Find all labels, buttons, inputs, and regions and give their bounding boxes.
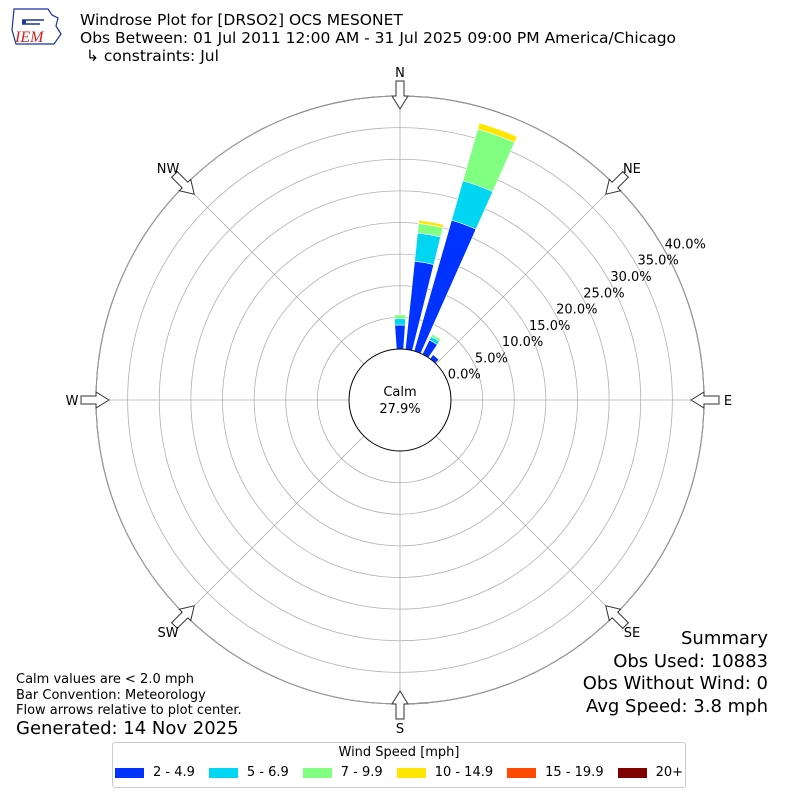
windrose-bar [477, 122, 518, 143]
direction-arrow [170, 605, 195, 630]
radial-tick-label: 30.0% [610, 270, 651, 285]
ring-gridline [253, 253, 547, 547]
direction-arrow [605, 605, 630, 630]
arrow-shape [170, 170, 195, 195]
direction-label: E [724, 394, 732, 409]
radial-tick-label: 0.0% [448, 368, 481, 383]
direction-label: SW [158, 626, 179, 641]
calm-label: Calm [383, 385, 416, 400]
arrow-shape [690, 391, 720, 409]
windrose-bar [393, 314, 407, 320]
bar-convention-note: Bar Convention: Meteorology [16, 687, 206, 703]
windrose-bar [430, 333, 442, 342]
arrow-shape [605, 170, 630, 195]
arrow-shape [80, 391, 110, 409]
legend-label: 15 - 19.9 [545, 765, 604, 780]
direction-arrow [80, 391, 110, 409]
legend-item: 10 - 14.9 [396, 765, 494, 780]
direction-arrow [391, 690, 409, 720]
flow-arrows-note: Flow arrows relative to plot center. [16, 703, 242, 718]
windrose-bar [394, 324, 406, 350]
summary-title: Summary [681, 628, 768, 649]
chart-title: Windrose Plot for [DRSO2] OCS MESONET [80, 11, 403, 29]
legend-item: 5 - 6.9 [208, 765, 289, 780]
windrose-bar [418, 219, 445, 229]
direction-label: S [396, 722, 404, 737]
legend-swatch [396, 767, 426, 778]
calm-circle [348, 348, 452, 452]
svg-text:IEM: IEM [14, 29, 45, 46]
ring-gridline [158, 158, 642, 642]
legend-items: 2 - 4.9 5 - 6.9 7 - 9.9 10 - 14.9 15 - 19.9 2… [113, 765, 685, 780]
legend-item: 7 - 9.9 [302, 765, 383, 780]
radial-tick-label: 5.0% [475, 351, 508, 366]
direction-label: SE [624, 626, 640, 641]
summary-block: Summary Obs Used: 10883 Obs Without Wind… [583, 628, 768, 718]
obs-without-wind: Obs Without Wind: 0 [582, 673, 768, 694]
arrow-shape [391, 690, 409, 720]
radial-tick-label: 25.0% [583, 286, 624, 301]
calm-value: 27.9% [379, 402, 420, 417]
direction-label: NW [157, 162, 180, 177]
direction-label: NE [623, 162, 641, 177]
legend-title: Wind Speed [mph] [338, 745, 460, 760]
windrose-bar [394, 318, 406, 326]
generated-date: Generated: 14 Nov 2025 [16, 718, 239, 739]
direction-arrow [690, 391, 720, 409]
obs-used: Obs Used: 10883 [613, 650, 768, 672]
arrow-shape [170, 605, 195, 630]
legend-swatch [208, 767, 238, 778]
legend-item: 2 - 4.9 [114, 765, 195, 780]
direction-label: N [395, 66, 405, 81]
arrow-shape [391, 80, 409, 110]
notes-block: Calm values are < 2.0 mph Bar Convention… [16, 672, 242, 719]
legend-swatch [302, 767, 332, 778]
constraints: ↳ constraints: Jul [86, 47, 219, 65]
legend: Wind Speed [mph] 2 - 4.9 5 - 6.9 7 - 9.9 10… [112, 742, 686, 788]
calm-note: Calm values are < 2.0 mph [16, 672, 195, 687]
obs-range: Obs Between: 01 Jul 2011 12:00 AM - 31 J… [80, 29, 677, 47]
arrow-shape [605, 605, 630, 630]
radial-tick-label: 10.0% [502, 335, 543, 350]
legend-swatch [617, 767, 647, 778]
iem-logo: IEM [11, 8, 62, 46]
radial-tick-label: 40.0% [665, 237, 706, 252]
direction-label: W [66, 394, 79, 409]
legend-label: 10 - 14.9 [434, 765, 494, 780]
legend-label: 5 - 6.9 [246, 765, 289, 780]
radial-tick-label: 35.0% [637, 254, 678, 269]
radial-tick-label: 15.0% [529, 319, 570, 334]
direction-arrow [391, 80, 409, 110]
ring-gridline [285, 285, 515, 515]
direction-arrow [170, 170, 195, 195]
legend-label: 20+ [655, 765, 684, 780]
ring-gridline [222, 222, 578, 578]
legend-label: 7 - 9.9 [340, 765, 383, 780]
ring-gridline [190, 190, 610, 610]
legend-item: 15 - 19.9 [507, 765, 604, 780]
legend-item: 20+ [617, 765, 684, 780]
legend-label: 2 - 4.9 [152, 765, 195, 780]
legend-swatch [114, 767, 144, 778]
legend-swatch [507, 767, 537, 778]
avg-speed: Avg Speed: 3.8 mph [586, 695, 768, 717]
direction-arrow [605, 170, 630, 195]
ring-gridline [127, 127, 673, 673]
radial-tick-label: 20.0% [556, 303, 597, 318]
